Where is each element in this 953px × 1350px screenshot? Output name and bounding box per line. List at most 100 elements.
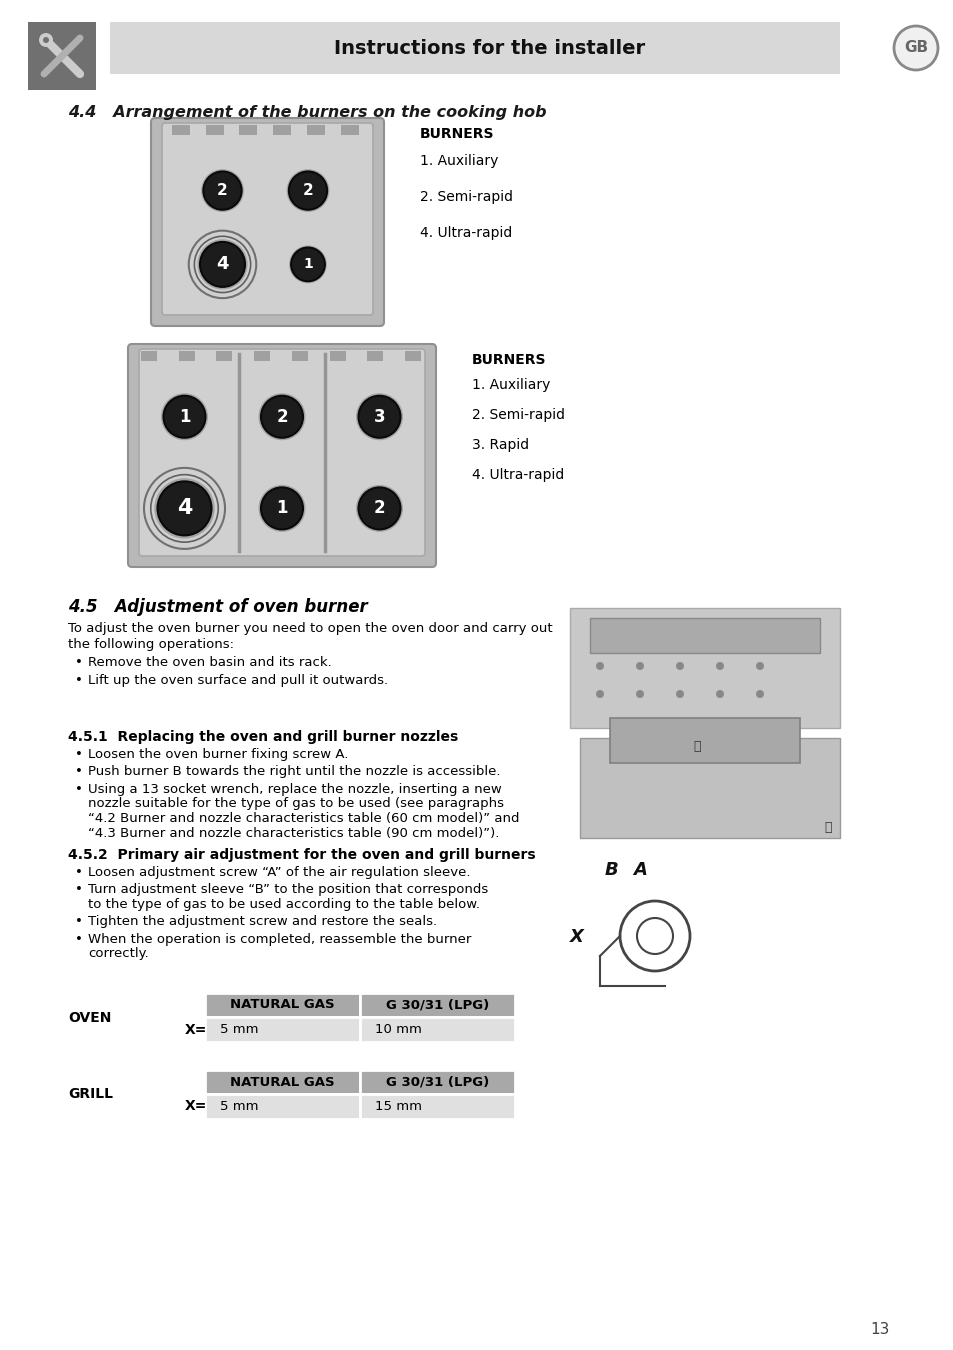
Text: 2. Semi-rapid: 2. Semi-rapid — [472, 408, 564, 423]
Text: Turn adjustment sleeve “B” to the position that corresponds: Turn adjustment sleeve “B” to the positi… — [88, 883, 488, 896]
FancyBboxPatch shape — [139, 350, 424, 556]
Circle shape — [261, 487, 303, 529]
Bar — [172, 126, 190, 135]
Text: Ⓑ: Ⓑ — [693, 740, 700, 753]
Bar — [329, 351, 345, 360]
Bar — [132, 350, 432, 362]
Text: 4.5.2  Primary air adjustment for the oven and grill burners: 4.5.2 Primary air adjustment for the ove… — [68, 848, 535, 863]
Text: G 30/31 (LPG): G 30/31 (LPG) — [385, 999, 489, 1011]
Bar — [340, 126, 358, 135]
Text: correctly.: correctly. — [88, 948, 149, 960]
Circle shape — [261, 396, 303, 437]
Bar — [205, 1094, 359, 1119]
Text: GB: GB — [903, 40, 927, 55]
Circle shape — [676, 690, 683, 698]
Circle shape — [716, 690, 723, 698]
Circle shape — [355, 485, 402, 532]
Circle shape — [200, 242, 245, 288]
Bar — [178, 351, 194, 360]
Text: 4. Ultra-rapid: 4. Ultra-rapid — [472, 468, 563, 482]
Bar — [253, 351, 270, 360]
Bar — [405, 351, 420, 360]
Text: 15 mm: 15 mm — [375, 1100, 421, 1112]
Circle shape — [716, 634, 723, 643]
Text: “4.3 Burner and nozzle characteristics table (90 cm model)”).: “4.3 Burner and nozzle characteristics t… — [88, 826, 498, 840]
Text: 5 mm: 5 mm — [220, 1100, 258, 1112]
FancyBboxPatch shape — [151, 117, 384, 325]
Circle shape — [755, 662, 763, 670]
Bar — [609, 718, 800, 763]
Bar — [359, 1094, 515, 1119]
Bar — [28, 22, 96, 90]
Text: Tighten the adjustment screw and restore the seals.: Tighten the adjustment screw and restore… — [88, 915, 436, 929]
Text: X=: X= — [185, 1099, 207, 1114]
Bar — [216, 351, 233, 360]
Text: •: • — [75, 865, 83, 879]
Circle shape — [39, 32, 53, 47]
Text: 13: 13 — [869, 1323, 889, 1338]
Bar — [273, 126, 291, 135]
Circle shape — [157, 482, 212, 536]
Bar — [359, 1017, 515, 1042]
Circle shape — [358, 487, 400, 529]
Text: 10 mm: 10 mm — [375, 1023, 421, 1035]
Text: 2: 2 — [302, 184, 313, 198]
Text: When the operation is completed, reassemble the burner: When the operation is completed, reassem… — [88, 933, 471, 946]
Text: 1. Auxiliary: 1. Auxiliary — [472, 378, 550, 392]
Circle shape — [596, 634, 603, 643]
Text: 1: 1 — [303, 258, 313, 271]
Text: 2: 2 — [217, 184, 228, 198]
Text: 5 mm: 5 mm — [220, 1023, 258, 1035]
Text: 3: 3 — [374, 408, 385, 425]
Bar — [359, 1071, 515, 1094]
Text: 4.5.1  Replacing the oven and grill burner nozzles: 4.5.1 Replacing the oven and grill burne… — [68, 730, 457, 744]
Bar — [205, 1071, 359, 1094]
Text: Remove the oven basin and its rack.: Remove the oven basin and its rack. — [88, 656, 332, 670]
Circle shape — [676, 662, 683, 670]
Text: BURNERS: BURNERS — [472, 352, 546, 367]
Text: 1: 1 — [276, 500, 288, 517]
Circle shape — [755, 690, 763, 698]
Bar — [154, 123, 379, 136]
Circle shape — [636, 662, 643, 670]
Circle shape — [355, 393, 402, 440]
Bar — [292, 351, 308, 360]
Text: 1. Auxiliary: 1. Auxiliary — [419, 154, 497, 167]
Bar — [307, 126, 325, 135]
Bar — [579, 738, 840, 838]
Text: •: • — [75, 915, 83, 929]
Text: 4: 4 — [216, 255, 229, 274]
Text: Loosen the oven burner fixing screw A.: Loosen the oven burner fixing screw A. — [88, 748, 348, 761]
Circle shape — [197, 239, 248, 290]
Text: GRILL: GRILL — [68, 1088, 112, 1102]
Text: X=: X= — [185, 1022, 207, 1037]
Text: •: • — [75, 674, 83, 687]
Circle shape — [358, 396, 400, 437]
FancyBboxPatch shape — [162, 123, 373, 315]
Text: •: • — [75, 933, 83, 946]
Circle shape — [289, 246, 327, 284]
Circle shape — [636, 634, 643, 643]
Text: B: B — [604, 861, 618, 879]
Circle shape — [893, 26, 937, 70]
Bar — [359, 994, 515, 1017]
Circle shape — [289, 171, 327, 209]
Text: NATURAL GAS: NATURAL GAS — [230, 999, 335, 1011]
Text: 1: 1 — [178, 408, 190, 425]
Bar — [205, 1017, 359, 1042]
Circle shape — [203, 171, 241, 209]
Text: NATURAL GAS: NATURAL GAS — [230, 1076, 335, 1088]
FancyBboxPatch shape — [128, 344, 436, 567]
Text: Loosen adjustment screw “A” of the air regulation sleeve.: Loosen adjustment screw “A” of the air r… — [88, 865, 470, 879]
Text: Instructions for the installer: Instructions for the installer — [335, 39, 645, 58]
Text: nozzle suitable for the type of gas to be used (see paragraphs: nozzle suitable for the type of gas to b… — [88, 798, 503, 810]
Circle shape — [636, 690, 643, 698]
Text: A: A — [633, 861, 646, 879]
Text: OVEN: OVEN — [68, 1011, 112, 1025]
Text: •: • — [75, 656, 83, 670]
Text: BURNERS: BURNERS — [419, 127, 494, 140]
Bar — [367, 351, 383, 360]
Circle shape — [258, 485, 305, 532]
Text: To adjust the oven burner you need to open the oven door and carry out: To adjust the oven burner you need to op… — [68, 622, 552, 634]
Bar — [141, 351, 157, 360]
